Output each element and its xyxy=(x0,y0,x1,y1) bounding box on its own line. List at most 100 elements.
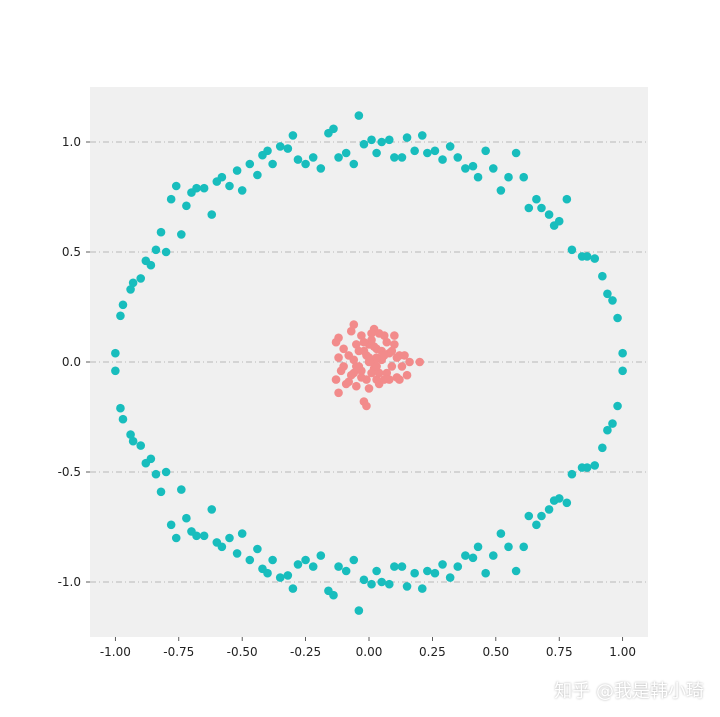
outer-ring-point xyxy=(166,520,176,530)
outer-ring-point xyxy=(496,186,506,195)
inner-cluster-point xyxy=(367,368,376,378)
outer-ring-point xyxy=(608,296,617,305)
outer-ring-point xyxy=(199,183,209,193)
outer-ring-point xyxy=(263,146,272,156)
outer-ring-point xyxy=(301,159,310,169)
outer-ring-point xyxy=(473,542,483,552)
inner-cluster-point xyxy=(359,337,369,347)
outer-ring-point xyxy=(377,577,386,587)
outer-ring-point xyxy=(590,461,600,470)
outer-ring-point xyxy=(468,161,478,171)
outer-ring-point xyxy=(146,260,156,270)
outer-ring-point xyxy=(372,566,381,576)
inner-cluster-point xyxy=(331,375,341,384)
outer-ring-point xyxy=(504,542,513,552)
outer-ring-point xyxy=(128,278,138,288)
outer-ring-point xyxy=(354,606,364,615)
outer-ring-point xyxy=(618,348,627,358)
outer-ring-point xyxy=(177,485,186,494)
y-tick-label: 1.0 xyxy=(62,135,81,149)
outer-ring-point xyxy=(544,210,554,219)
outer-ring-point xyxy=(111,348,120,358)
inner-cluster-point xyxy=(372,375,381,384)
inner-cluster-point xyxy=(367,329,376,338)
outer-ring-point xyxy=(316,164,326,173)
outer-ring-point xyxy=(359,139,369,149)
x-tick-label: -0.75 xyxy=(163,645,194,659)
outer-ring-point xyxy=(341,148,351,158)
outer-ring-point xyxy=(453,562,463,571)
inner-cluster-point xyxy=(357,373,366,382)
x-tick-label: -0.25 xyxy=(290,645,321,659)
inner-cluster-point xyxy=(334,388,343,398)
outer-ring-point xyxy=(293,155,303,164)
x-tick-label: 0.25 xyxy=(419,645,446,659)
outer-ring-point xyxy=(390,562,399,571)
outer-ring-point xyxy=(268,555,277,565)
inner-cluster-point xyxy=(362,351,371,360)
outer-ring-point xyxy=(232,549,242,558)
y-tick-label: -0.5 xyxy=(58,465,81,479)
inner-cluster-point xyxy=(334,333,343,343)
outer-ring-point xyxy=(544,505,554,514)
outer-ring-point xyxy=(166,194,176,204)
inner-cluster-point xyxy=(415,357,425,367)
outer-ring-point xyxy=(245,159,255,169)
outer-ring-point xyxy=(177,230,186,239)
outer-ring-point xyxy=(136,274,146,283)
outer-ring-point xyxy=(445,142,455,151)
outer-ring-point xyxy=(402,582,412,591)
outer-ring-point xyxy=(598,271,607,281)
outer-ring-point xyxy=(116,311,125,321)
outer-ring-point xyxy=(156,227,166,237)
outer-ring-point xyxy=(453,153,463,162)
outer-ring-point xyxy=(116,403,125,413)
outer-ring-point xyxy=(237,186,247,195)
outer-ring-point xyxy=(537,511,546,521)
outer-ring-point xyxy=(308,562,318,571)
outer-ring-point xyxy=(473,172,483,182)
outer-ring-point xyxy=(128,436,138,446)
outer-ring-point xyxy=(225,533,234,543)
outer-ring-point xyxy=(126,430,135,439)
x-tick-label: 1.00 xyxy=(609,645,636,659)
outer-ring-point xyxy=(207,505,217,514)
outer-ring-point xyxy=(283,144,293,153)
outer-ring-point xyxy=(182,513,191,523)
inner-cluster-point xyxy=(352,340,361,349)
outer-ring-point xyxy=(111,366,120,376)
outer-ring-point xyxy=(430,568,440,578)
outer-ring-point xyxy=(316,551,326,560)
inner-cluster-point xyxy=(392,353,402,362)
outer-ring-point xyxy=(275,573,285,582)
outer-ring-point xyxy=(438,155,447,164)
outer-ring-point xyxy=(402,133,412,142)
outer-ring-point xyxy=(488,164,498,173)
outer-ring-point xyxy=(532,520,541,530)
data-points xyxy=(111,111,627,615)
outer-ring-point xyxy=(603,425,612,435)
outer-ring-point xyxy=(613,313,622,323)
inner-cluster-point xyxy=(344,377,354,387)
outer-ring-point xyxy=(217,172,227,182)
outer-ring-point xyxy=(372,148,381,158)
outer-ring-point xyxy=(245,555,255,565)
outer-ring-point xyxy=(301,555,310,565)
inner-cluster-point xyxy=(334,353,343,362)
inner-cluster-point xyxy=(387,346,397,356)
outer-ring-point xyxy=(613,401,622,411)
outer-ring-point xyxy=(496,529,506,538)
outer-ring-point xyxy=(151,245,161,255)
outer-ring-point xyxy=(367,135,376,145)
outer-ring-point xyxy=(199,531,209,541)
outer-ring-point xyxy=(417,584,427,593)
outer-ring-point xyxy=(136,441,146,450)
outer-ring-point xyxy=(349,555,359,565)
outer-ring-point xyxy=(524,203,534,213)
outer-ring-point xyxy=(288,131,298,140)
outer-ring-point xyxy=(511,148,521,158)
inner-cluster-point xyxy=(405,357,414,367)
outer-ring-point xyxy=(341,566,351,576)
x-tick-label: 0.50 xyxy=(482,645,509,659)
outer-ring-point xyxy=(275,142,285,151)
